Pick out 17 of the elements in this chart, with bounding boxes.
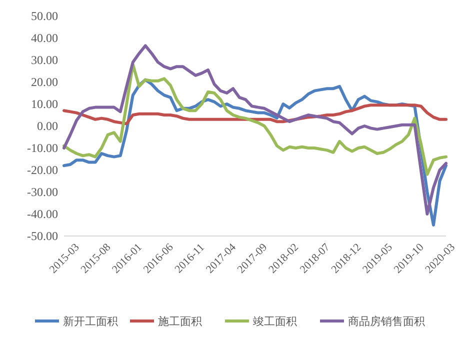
legend-label: 新开工面积 (63, 314, 118, 328)
y-tick-label: 50.00 (31, 9, 58, 24)
y-tick-label: 20.00 (31, 75, 58, 90)
y-tick-label: -30.00 (27, 185, 58, 200)
legend-label: 施工面积 (158, 314, 202, 328)
legend-label: 竣工面积 (253, 314, 297, 328)
y-tick-label: -20.00 (27, 163, 58, 178)
y-tick-label: -40.00 (27, 207, 58, 222)
y-tick-label: 0.00 (37, 119, 58, 134)
y-tick-label: 40.00 (31, 31, 58, 46)
y-tick-label: 10.00 (31, 97, 58, 112)
y-tick-label: -50.00 (27, 229, 58, 244)
y-tick-label: 30.00 (31, 53, 58, 68)
y-tick-label: -10.00 (27, 141, 58, 156)
legend-label: 商品房销售面积 (348, 314, 425, 328)
line-series (62, 44, 448, 216)
line-series (62, 62, 448, 176)
